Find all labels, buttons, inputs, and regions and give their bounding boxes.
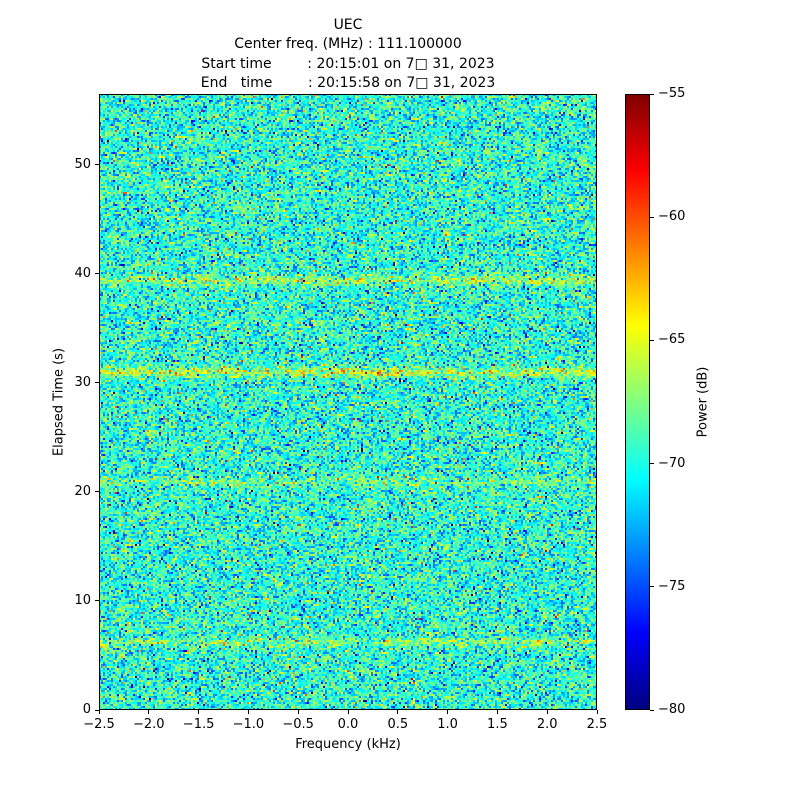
colorbar-tick-mark	[650, 709, 654, 711]
x-tick-label: −2.0	[133, 717, 165, 732]
title-block: UEC Center freq. (MHz) : 111.100000 Star…	[99, 16, 597, 93]
y-tick-label: 0	[82, 702, 91, 717]
colorbar-tick-mark	[650, 93, 654, 95]
chart-title: UEC	[333, 17, 363, 33]
x-tick-label: −0.5	[282, 717, 314, 732]
x-tick-label: 1.5	[487, 717, 508, 732]
x-tick-mark	[596, 710, 598, 714]
colorbar-tick-label: −55	[658, 86, 686, 101]
colorbar-tick-label: −80	[658, 702, 686, 717]
y-tick-label: 30	[74, 374, 91, 390]
colorbar-tick-label: −75	[658, 578, 686, 594]
y-tick-label: 10	[74, 592, 91, 608]
x-tick-mark	[198, 710, 200, 714]
x-axis-label: Frequency (kHz)	[295, 737, 401, 752]
colorbar-tick-label: −60	[658, 209, 686, 225]
x-tick-mark	[447, 710, 449, 714]
x-tick-mark	[496, 710, 498, 714]
colorbar-tick-label: −70	[658, 455, 686, 471]
x-tick-label: 1.0	[437, 717, 458, 732]
x-tick-mark	[297, 710, 299, 714]
subtitle-center-frequency: Center freq. (MHz) : 111.100000	[234, 36, 462, 53]
y-tick-mark	[95, 600, 99, 602]
x-tick-mark	[98, 710, 100, 714]
y-axis-label: Elapsed Time (s)	[51, 347, 67, 457]
x-tick-label: 2.5	[586, 717, 608, 732]
subtitle-start-time: Start time : 20:15:01 on 7□ 31, 2023	[201, 55, 495, 72]
colorbar-tick-mark	[650, 339, 654, 341]
x-tick-label: −1.0	[232, 717, 265, 732]
subtitle-end-time: End time : 20:15:58 on 7□ 31, 2023	[200, 74, 496, 91]
x-tick-mark	[148, 710, 150, 714]
x-tick-label: 2.0	[536, 717, 558, 732]
x-tick-mark	[247, 710, 249, 714]
y-tick-label: 50	[74, 156, 91, 172]
colorbar-gradient	[625, 94, 650, 710]
y-tick-label: 40	[74, 265, 91, 281]
y-tick-mark	[95, 273, 99, 275]
x-tick-label: −1.5	[182, 717, 215, 732]
x-tick-label: −2.5	[83, 717, 115, 732]
y-tick-mark	[95, 382, 99, 384]
colorbar-tick-mark	[650, 216, 654, 218]
colorbar-tick-mark	[650, 463, 654, 465]
y-tick-mark	[95, 491, 99, 493]
colorbar-label: Power (dB)	[695, 366, 711, 438]
y-tick-label: 20	[74, 483, 91, 499]
x-tick-mark	[397, 710, 399, 714]
colorbar-tick-mark	[650, 586, 654, 588]
y-tick-mark	[95, 709, 99, 711]
x-tick-label: 0.5	[387, 717, 409, 732]
x-tick-label: 0.0	[337, 717, 359, 732]
x-tick-mark	[546, 710, 548, 714]
spectrogram-heatmap	[99, 94, 597, 710]
y-tick-mark	[95, 164, 99, 166]
x-tick-mark	[347, 710, 349, 714]
colorbar-tick-label: −65	[658, 332, 686, 348]
